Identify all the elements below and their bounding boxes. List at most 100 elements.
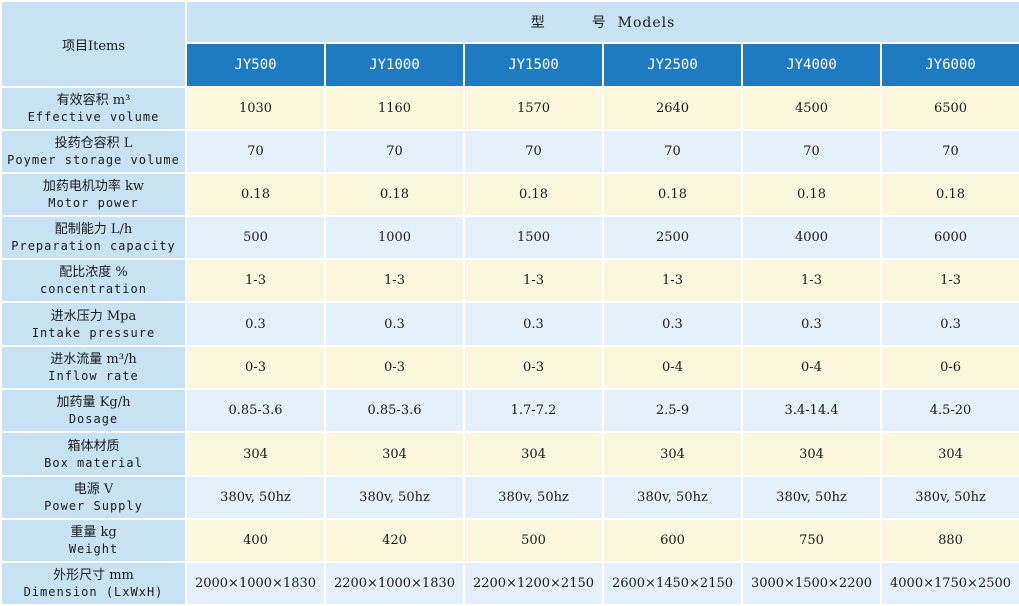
table-cell: 500: [463, 518, 604, 563]
table-row: 配制能力 L/h Preparation capacity 500 1000 1500 2…: [0, 215, 1019, 260]
table-cell: 600: [602, 518, 743, 563]
model-header-jy1500: JY1500: [463, 42, 604, 88]
table-cell: 70: [741, 129, 882, 174]
table-cell: 0-3: [463, 345, 604, 390]
row-label: 配比浓度 % concentration: [0, 258, 187, 303]
table-cell: 2000×1000×1830: [185, 561, 326, 606]
table-cell: 1-3: [879, 258, 1019, 303]
row-label-zh: 配制能力 L/h: [54, 222, 133, 237]
row-label: 箱体材质 Box material: [0, 431, 187, 477]
row-label: 投药仓容积 L Poymer storage volume: [0, 129, 187, 174]
table-cell: 304: [185, 431, 326, 477]
table-row: 进水流量 m³/h Inflow rate 0-3 0-3 0-3 0-4 0-4 0-6: [0, 345, 1019, 390]
table-cell: 304: [879, 431, 1019, 477]
table-cell: 0-4: [741, 345, 882, 390]
table-cell: 380v, 50hz: [879, 475, 1019, 520]
table-cell: 1500: [463, 215, 604, 260]
row-label: 配制能力 L/h Preparation capacity: [0, 215, 187, 260]
table-cell: 70: [602, 129, 743, 174]
row-label-zh: 进水流量 m³/h: [50, 352, 137, 367]
table-cell: 4500: [741, 86, 882, 131]
model-header-row: JY500 JY1000 JY1500 JY2500 JY4000 JY6000: [1, 42, 1019, 88]
table-cell: 70: [879, 129, 1019, 174]
model-header-jy4000: JY4000: [741, 42, 882, 88]
table-cell: 1-3: [602, 258, 743, 303]
row-label-en: Power Supply: [44, 499, 143, 513]
row-label: 加药量 Kg/h Dosage: [0, 388, 187, 433]
table-row: 进水压力 Mpa Intake pressure 0.3 0.3 0.3 0.3 0.3 0.…: [0, 301, 1019, 347]
table-cell: 0.85-3.6: [324, 388, 465, 433]
table-row: 有效容积 m³ Effective volume 1030 1160 1570 2640 4…: [0, 86, 1019, 131]
table-cell: 0.18: [879, 172, 1019, 217]
row-label-zh: 加药电机功率 kw: [42, 179, 145, 194]
table-row: 电源 V Power Supply 380v, 50hz 380v, 50hz 380v…: [0, 475, 1019, 520]
table-cell: 500: [185, 215, 326, 260]
table-cell: 400: [185, 518, 326, 563]
table-cell: 2200×1200×2150: [463, 561, 604, 606]
table-row: 加药电机功率 kw Motor power 0.18 0.18 0.18 0.18 0.18…: [0, 172, 1019, 217]
table-cell: 1030: [185, 86, 326, 131]
models-en-label: Models: [617, 15, 676, 31]
row-label-en: Preparation capacity: [11, 239, 176, 253]
table-row: 箱体材质 Box material 304 304 304 304 304 304: [0, 431, 1019, 477]
table-cell: 304: [324, 431, 465, 477]
table-row: 外形尺寸 mm Dimension (LxWxH) 2000×1000×1830 22…: [0, 561, 1019, 606]
row-label-en: Effective volume: [27, 110, 160, 124]
models-zh-label: 型: [530, 15, 546, 31]
table-cell: 0.18: [324, 172, 465, 217]
models-banner: 型 号 Models: [184, 0, 1019, 44]
table-cell: 0.85-3.6: [185, 388, 326, 433]
table-cell: 1160: [324, 86, 465, 131]
table-cell: 0-3: [324, 345, 465, 390]
row-label: 外形尺寸 mm Dimension (LxWxH): [0, 561, 187, 606]
row-label-en: Poymer storage volume: [7, 153, 180, 167]
table-cell: 0.3: [185, 301, 326, 347]
table-cell: 3000×1500×2200: [741, 561, 882, 606]
row-label-zh: 有效容积 m³: [56, 93, 131, 108]
table-cell: 0.3: [741, 301, 882, 347]
table-row: 重量 kg Weight 400 420 500 600 750 880: [0, 518, 1019, 563]
table-cell: 380v, 50hz: [185, 475, 326, 520]
row-label-zh: 加药量 Kg/h: [56, 395, 131, 410]
row-label-en: concentration: [40, 282, 147, 296]
row-label: 加药电机功率 kw Motor power: [0, 172, 187, 217]
table-cell: 4000: [741, 215, 882, 260]
table-cell: 0-4: [602, 345, 743, 390]
table-cell: 304: [463, 431, 604, 477]
table-cell: 2500: [602, 215, 743, 260]
row-label-en: Dosage: [68, 412, 119, 426]
table-cell: 2640: [602, 86, 743, 131]
model-header-jy1000: JY1000: [324, 42, 465, 88]
row-label-en: Dimension (LxWxH): [23, 585, 164, 599]
row-label-zh: 箱体材质: [67, 438, 120, 454]
row-label-zh: 进水压力 Mpa: [50, 308, 137, 324]
row-label-en: Weight: [68, 542, 119, 556]
table-cell: 0.3: [602, 301, 743, 347]
table-cell: 4.5-20: [879, 388, 1019, 433]
model-header-jy2500: JY2500: [602, 42, 743, 88]
row-label: 进水流量 m³/h Inflow rate: [0, 345, 187, 390]
table-cell: 0.3: [879, 301, 1019, 347]
table-cell: 380v, 50hz: [602, 475, 743, 520]
table-row: 加药量 Kg/h Dosage 0.85-3.6 0.85-3.6 1.7-7.2 2.5…: [0, 388, 1019, 433]
table-cell: 304: [741, 431, 882, 477]
table-cell: 2.5-9: [602, 388, 743, 433]
table-cell: 70: [324, 129, 465, 174]
row-label-zh: 配比浓度 %: [59, 265, 128, 280]
table-cell: 0.18: [463, 172, 604, 217]
table-cell: 1-3: [324, 258, 465, 303]
table-cell: 380v, 50hz: [463, 475, 604, 520]
row-label-en: Box material: [44, 455, 143, 470]
row-label-zh: 外形尺寸 mm: [53, 568, 134, 583]
row-label: 有效容积 m³ Effective volume: [0, 86, 187, 131]
table-cell: 1570: [463, 86, 604, 131]
table-cell: 0-3: [185, 345, 326, 390]
table-cell: 1-3: [741, 258, 882, 303]
row-label-en: Intake pressure: [31, 325, 156, 340]
table-cell: 1.7-7.2: [463, 388, 604, 433]
table-cell: 0.18: [741, 172, 882, 217]
table-cell: 420: [324, 518, 465, 563]
model-header-jy500: JY500: [185, 42, 326, 88]
table-cell: 0.18: [602, 172, 743, 217]
